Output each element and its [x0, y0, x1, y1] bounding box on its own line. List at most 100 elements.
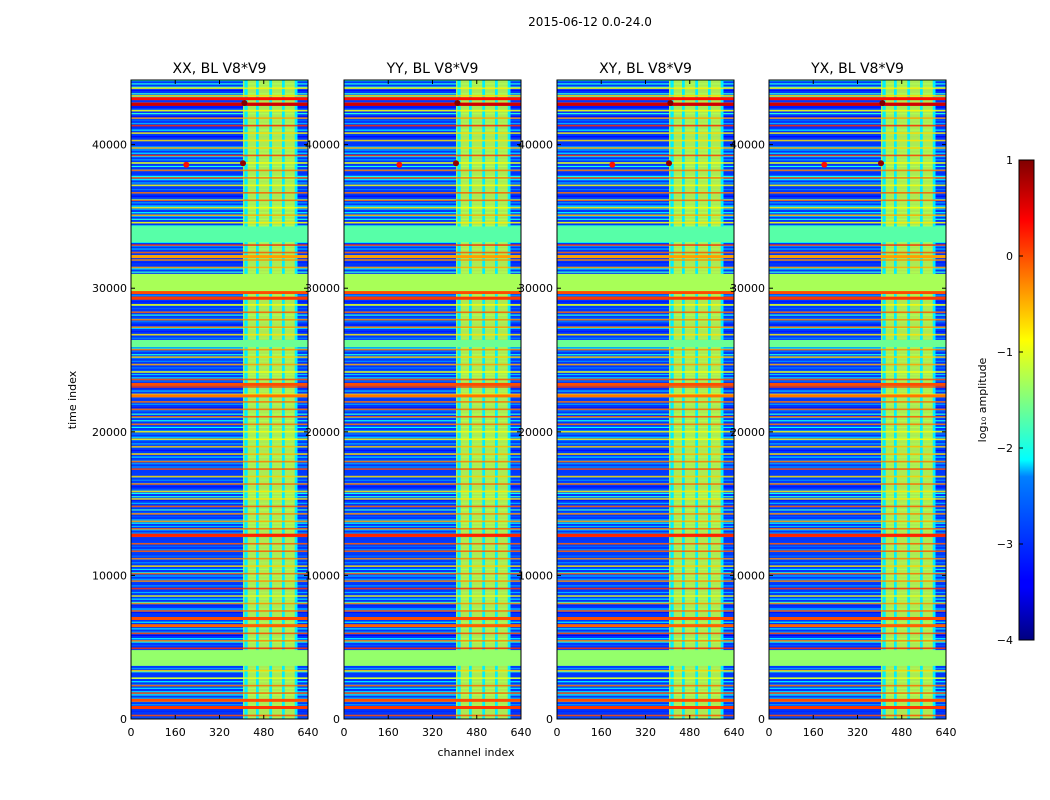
strong-time-band	[557, 102, 734, 106]
y-tick-label: 10000	[92, 569, 127, 582]
strong-time-band	[557, 698, 734, 702]
strong-time-band	[557, 255, 734, 259]
colorbar-tick-label: −1	[997, 346, 1013, 359]
x-tick-label: 160	[591, 726, 612, 739]
strong-time-band	[344, 97, 521, 101]
bright-spot	[183, 161, 190, 168]
saturated-time-band	[557, 339, 734, 348]
strong-time-band	[131, 616, 308, 620]
x-tick-label: 320	[422, 726, 443, 739]
y-tick-label: 0	[546, 713, 553, 726]
strong-time-band	[344, 296, 521, 300]
strong-time-band	[557, 97, 734, 101]
rfi-column	[294, 80, 298, 719]
strong-time-band	[557, 394, 734, 398]
rfi-column	[894, 80, 897, 719]
x-tick-label: 160	[378, 726, 399, 739]
panel-xx: XX, BL V8*V9 0 160 320 480 640 0 10000 20000 3000…	[92, 61, 319, 739]
x-tick-label: 640	[511, 726, 532, 739]
saturated-time-band	[131, 339, 308, 348]
strong-time-band	[557, 624, 734, 628]
strong-time-band	[131, 533, 308, 537]
heatmap-image	[131, 80, 308, 719]
rfi-column	[670, 80, 674, 719]
strong-time-band	[344, 255, 521, 259]
panel-title: YY, BL V8*V9	[386, 61, 479, 77]
y-tick-label: 30000	[305, 282, 340, 295]
panel-yy: YY, BL V8*V9 0 160 320 480 640 0 10000 20000 3000…	[305, 61, 532, 739]
rfi-column	[920, 80, 923, 719]
saturated-time-band	[769, 650, 946, 666]
saturated-time-band	[769, 273, 946, 292]
panel-xy: XY, BL V8*V9 0 160 320 480 640 0 10000 20000 3000…	[518, 61, 745, 739]
y-tick-label: 20000	[518, 426, 553, 439]
y-tick-label: 0	[120, 713, 127, 726]
bright-spot	[667, 99, 674, 106]
x-tick-label: 160	[165, 726, 186, 739]
colorbar-gradient	[1018, 159, 1035, 641]
y-tick-label: 30000	[92, 282, 127, 295]
panel-title: XY, BL V8*V9	[599, 61, 692, 77]
strong-time-band	[131, 296, 308, 300]
strong-time-band	[131, 624, 308, 628]
strong-time-band	[769, 624, 946, 628]
rfi-column	[457, 80, 461, 719]
bright-spot	[879, 99, 886, 106]
strong-time-band	[769, 291, 946, 295]
y-tick-label: 0	[758, 713, 765, 726]
strong-time-band	[131, 102, 308, 106]
strong-time-band	[769, 296, 946, 300]
rfi-column	[720, 80, 724, 719]
strong-time-band	[557, 291, 734, 295]
saturated-time-band	[769, 226, 946, 243]
strong-time-band	[769, 382, 946, 386]
strong-time-band	[131, 382, 308, 386]
strong-time-band	[131, 291, 308, 295]
strong-time-band	[131, 394, 308, 398]
rfi-column	[708, 80, 711, 719]
colorbar-ticks: −4 −3 −2 −1 0 1	[997, 154, 1023, 647]
strong-time-band	[769, 706, 946, 710]
rfi-column	[244, 80, 248, 719]
heatmap-image	[557, 80, 734, 719]
panels: XX, BL V8*V9 0 160 320 480 640 0 10000 20000 3000…	[92, 61, 957, 739]
strong-time-band	[344, 102, 521, 106]
y-tick-label: 10000	[518, 569, 553, 582]
strong-time-band	[557, 382, 734, 386]
x-tick-label: 640	[724, 726, 745, 739]
colorbar-tick-label: −2	[997, 442, 1013, 455]
x-tick-label: 0	[341, 726, 348, 739]
saturated-time-band	[557, 226, 734, 243]
strong-time-band	[769, 97, 946, 101]
bright-spot	[396, 161, 403, 168]
saturated-time-band	[557, 650, 734, 666]
strong-time-band	[131, 706, 308, 710]
bright-spot	[454, 99, 461, 106]
x-tick-label: 640	[936, 726, 957, 739]
saturated-time-band	[344, 650, 521, 666]
rfi-column	[907, 80, 911, 719]
saturated-time-band	[131, 650, 308, 666]
y-tick-label: 40000	[305, 139, 340, 152]
panel-title: YX, BL V8*V9	[810, 61, 904, 77]
bright-spot	[240, 160, 247, 167]
y-tick-label: 10000	[305, 569, 340, 582]
strong-time-band	[344, 706, 521, 710]
bright-spot	[609, 161, 616, 168]
colorbar-tick-label: −4	[997, 634, 1013, 647]
saturated-time-band	[344, 226, 521, 243]
y-tick-label: 20000	[730, 426, 765, 439]
colorbar-tick-label: 0	[1006, 250, 1013, 263]
rfi-column	[932, 80, 936, 719]
y-tick-label: 40000	[730, 139, 765, 152]
saturated-time-band	[131, 226, 308, 243]
panel-yx: YX, BL V8*V9 0 160 320 480 640 0 10000 20000 3000…	[730, 61, 957, 739]
x-tick-label: 320	[847, 726, 868, 739]
bright-spot	[821, 161, 828, 168]
bright-spot	[878, 160, 885, 167]
bright-spot	[453, 160, 460, 167]
strong-time-band	[131, 698, 308, 702]
x-tick-label: 160	[803, 726, 824, 739]
y-tick-label: 40000	[92, 139, 127, 152]
